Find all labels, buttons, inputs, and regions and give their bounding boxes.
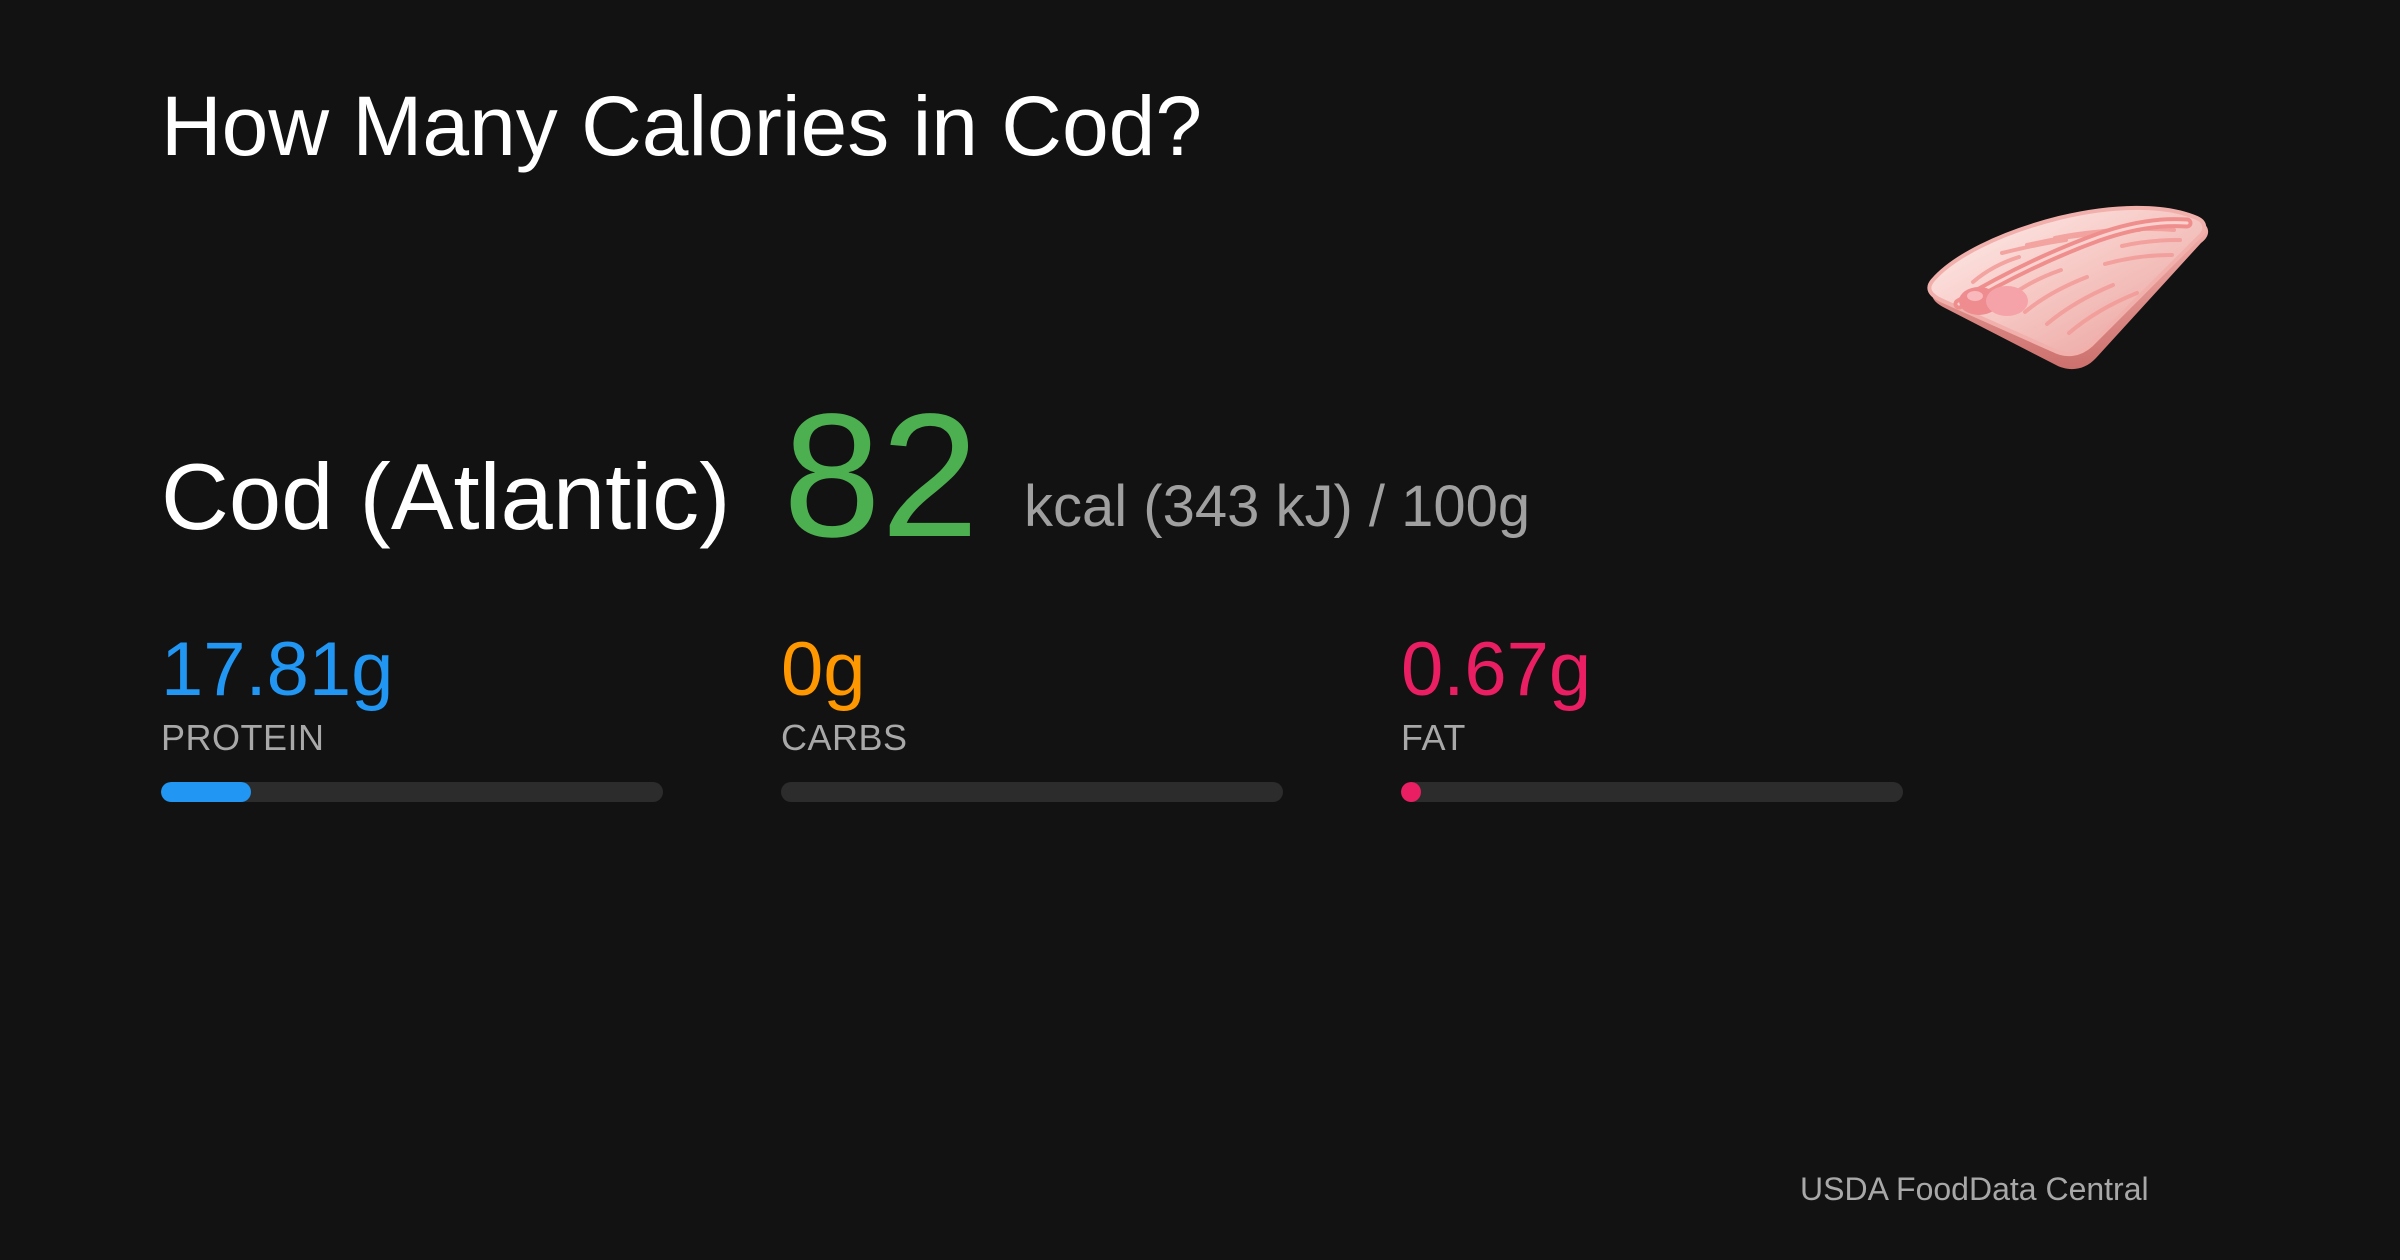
fat-value: 0.67g [1401, 627, 1592, 712]
calorie-value: 82 [783, 378, 979, 574]
carbs-label: CARBS [781, 717, 908, 758]
protein-value: 17.81g [161, 627, 394, 712]
fat-progress-fill [1401, 782, 1422, 802]
cod-fillet-icon [1927, 205, 2209, 370]
carbs-value: 0g [781, 627, 866, 712]
calorie-summary: Cod (Atlantic) 82 kcal (343 kJ) / 100g [161, 388, 2061, 564]
protein-label: PROTEIN [161, 717, 325, 758]
calorie-unit: kcal (343 kJ) / 100g [1024, 474, 1531, 539]
food-name: Cod (Atlantic) [161, 444, 731, 549]
protein-progress-fill [161, 782, 252, 802]
carbs-progress-track [781, 782, 1283, 802]
carbs-stat: 0g CARBS [781, 632, 1283, 802]
page-title: How Many Calories in Cod? [161, 79, 1203, 173]
data-source: USDA FoodData Central [1800, 1171, 2149, 1207]
protein-stat: 17.81g PROTEIN [161, 632, 663, 802]
fat-label: FAT [1401, 717, 1466, 758]
fat-progress-track [1401, 782, 1903, 802]
fat-stat: 0.67g FAT [1401, 632, 1903, 802]
protein-progress-track [161, 782, 663, 802]
